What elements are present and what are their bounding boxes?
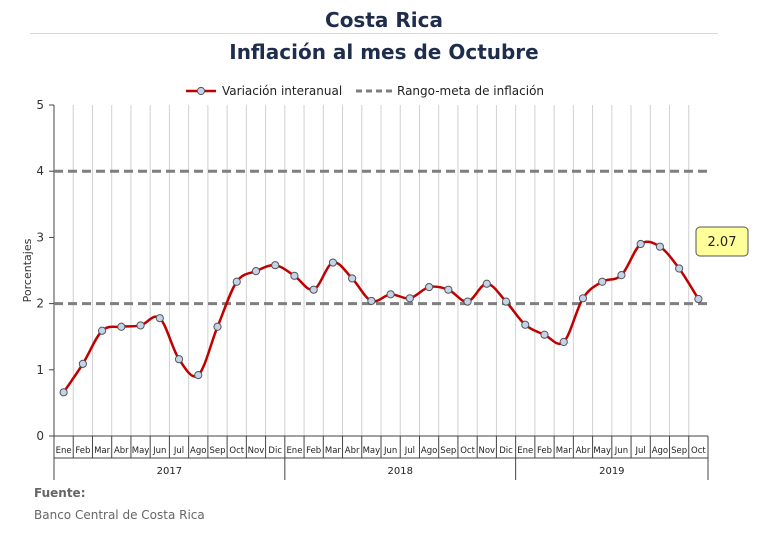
x-tick-label: Nov: [478, 446, 495, 456]
y-tick-label: 2: [36, 297, 44, 311]
data-point: [367, 296, 376, 306]
x-tick-label: Abr: [345, 446, 360, 456]
data-point: [117, 322, 126, 331]
x-tick-label: Dic: [268, 446, 282, 456]
x-tick-label: Jul: [173, 446, 184, 456]
x-tick-label: Jul: [635, 446, 646, 456]
data-point: [174, 355, 184, 364]
x-tick-label: May: [593, 446, 611, 456]
x-tick-label: Jul: [404, 446, 415, 456]
data-point: [251, 267, 261, 276]
x-tick-label: Abr: [114, 446, 129, 456]
x-tick-label: Ene: [56, 446, 72, 456]
x-tick-label: Oct: [691, 446, 706, 456]
data-point: [675, 264, 684, 273]
year-label: 2019: [599, 466, 624, 477]
x-tick-label: Ene: [286, 446, 302, 456]
y-tick-label: 0: [36, 429, 44, 443]
x-tick-label: Sep: [209, 446, 225, 456]
data-point: [482, 279, 491, 288]
x-tick-label: Ago: [421, 446, 437, 456]
y-tick-label: 4: [36, 164, 44, 178]
x-tick-label: Mar: [94, 446, 111, 456]
chart-subtitle: Inflación al mes de Octubre: [229, 40, 539, 64]
data-point: [271, 261, 280, 270]
x-tick-label: Sep: [671, 446, 687, 456]
x-tick-label: Jun: [383, 446, 397, 456]
data-point: [309, 285, 318, 294]
data-point: [348, 274, 357, 283]
data-point: [636, 239, 645, 249]
data-point: [155, 314, 164, 323]
data-point: [578, 294, 588, 303]
inflation-series-line: [62, 240, 700, 394]
year-label: 2017: [157, 466, 182, 477]
y-tick-label: 1: [36, 363, 44, 377]
x-tick-label: Oct: [460, 446, 475, 456]
x-tick-label: Ene: [517, 446, 533, 456]
data-point: [598, 277, 607, 286]
data-point: [136, 321, 145, 330]
source-name: Banco Central de Costa Rica: [34, 508, 205, 522]
x-tick-label: Nov: [248, 446, 265, 456]
data-point: [97, 326, 107, 335]
data-point: [386, 290, 395, 299]
data-point: [655, 242, 665, 251]
last-value-label: 2.07: [708, 235, 737, 250]
x-tick-label: Sep: [440, 446, 456, 456]
x-tick-label: Jun: [614, 446, 628, 456]
data-point: [540, 330, 549, 339]
data-point: [59, 388, 68, 397]
data-point: [232, 277, 241, 286]
legend-label-target: Rango-meta de inflación: [397, 84, 544, 98]
x-tick-label: Ago: [652, 446, 668, 456]
year-label: 2018: [388, 466, 413, 477]
data-point: [290, 271, 299, 280]
x-tick-label: Dic: [499, 446, 513, 456]
data-point: [424, 282, 434, 292]
data-point: [694, 294, 703, 304]
data-point: [559, 337, 568, 347]
y-tick-label: 3: [36, 230, 44, 244]
x-tick-label: Feb: [537, 446, 552, 456]
y-axis-label: Porcentajes: [21, 238, 34, 302]
chart-title: Costa Rica: [325, 8, 443, 32]
data-point: [617, 271, 626, 280]
data-point: [78, 359, 87, 368]
x-tick-label: Mar: [556, 446, 573, 456]
y-tick-label: 5: [36, 98, 44, 112]
data-point: [463, 297, 472, 306]
data-point: [501, 297, 511, 306]
x-tick-label: Jun: [152, 446, 166, 456]
data-point: [194, 370, 203, 380]
x-tick-label: May: [363, 446, 381, 456]
x-tick-label: Feb: [75, 446, 90, 456]
legend-label-inflation: Variación interanual: [222, 84, 342, 98]
last-value-callout: [695, 226, 749, 257]
x-tick-label: Ago: [190, 446, 206, 456]
data-point: [328, 258, 338, 267]
data-point: [521, 320, 530, 329]
title-divider: [30, 33, 718, 34]
x-tick-label: Abr: [576, 446, 591, 456]
x-tick-label: Feb: [306, 446, 321, 456]
x-tick-label: May: [132, 446, 150, 456]
x-tick-label: Mar: [325, 446, 342, 456]
data-point: [405, 294, 414, 303]
data-point: [213, 322, 222, 331]
x-tick-label: Oct: [229, 446, 244, 456]
source-label: Fuente:: [34, 486, 86, 500]
data-point: [444, 285, 453, 294]
legend-marker-inflation: [196, 86, 206, 96]
